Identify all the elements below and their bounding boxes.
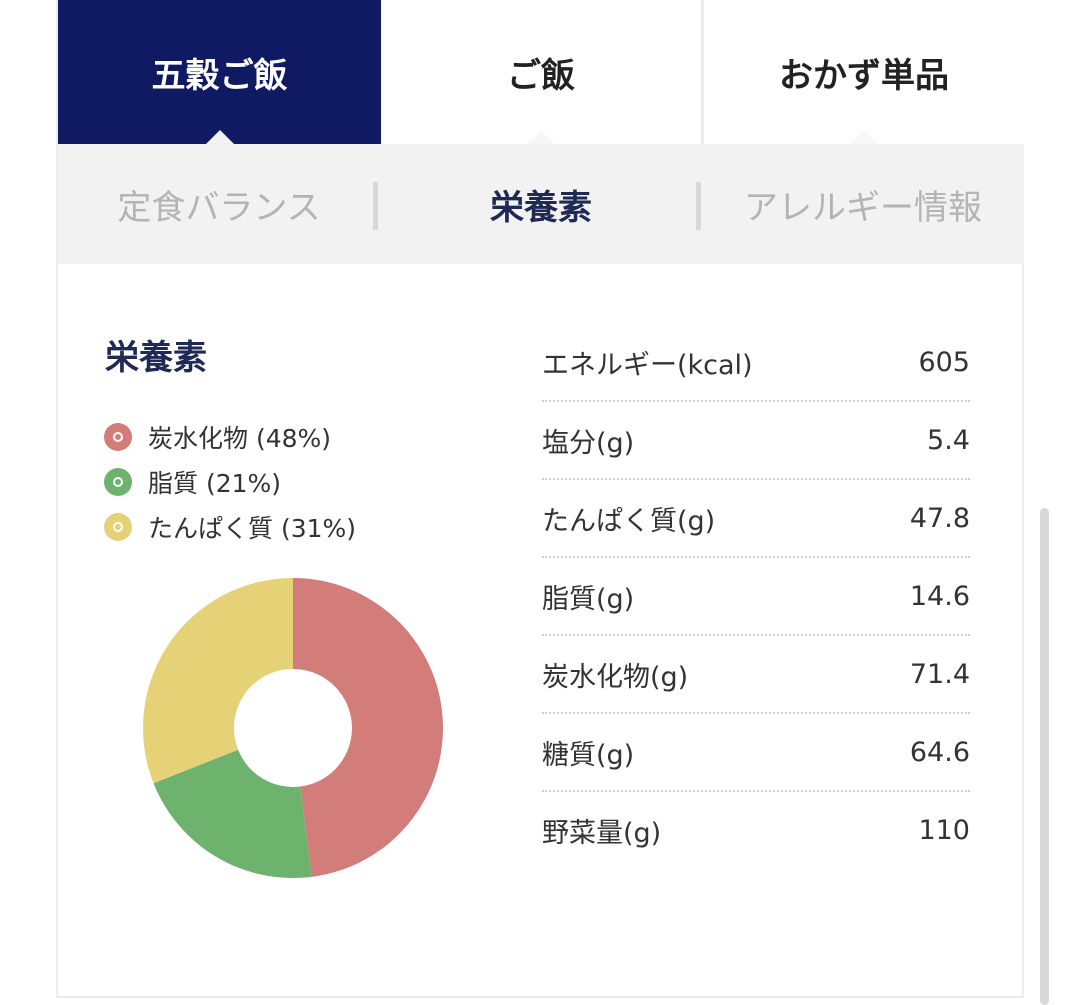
nutrient-value: 14.6	[909, 580, 970, 612]
legend-item-fat: 脂質 (21%)	[104, 459, 356, 504]
caret	[527, 130, 555, 144]
tab-label: ご飯	[507, 55, 575, 96]
nutrient-label: たんぱく質(g)	[542, 505, 716, 537]
scrollbar[interactable]	[1040, 508, 1049, 1005]
legend-item-carbs: 炭水化物 (48%)	[104, 414, 356, 459]
legend-dot-icon	[104, 422, 132, 451]
nutrient-value: 64.6	[909, 736, 970, 768]
nutrient-label: 糖質(g)	[542, 739, 635, 771]
subtab-allergy[interactable]: アレルギー情報	[744, 187, 982, 228]
nutrient-label: 脂質(g)	[542, 583, 635, 615]
info-subtabs: 定食バランス 栄養素 アレルギー情報	[58, 144, 1024, 264]
nutrient-value: 5.4	[927, 424, 970, 456]
section-title: 栄養素	[105, 338, 207, 378]
legend-label: 炭水化物 (48%)	[148, 423, 332, 453]
nutrient-donut-chart	[142, 578, 444, 878]
subtab-divider	[373, 182, 378, 230]
nutrient-value: 605	[918, 346, 970, 378]
tab-label: 五穀ご飯	[151, 55, 288, 96]
legend-item-protein: たんぱく質 (31%)	[104, 504, 356, 549]
legend-dot-icon	[104, 512, 132, 541]
donut-slice-炭水化物	[293, 578, 444, 877]
donut-slice-脂質	[153, 749, 312, 878]
tab-gohan[interactable]: ご飯	[381, 0, 704, 144]
nutrient-label: エネルギー(kcal)	[542, 349, 753, 381]
legend-label: 脂質 (21%)	[148, 468, 282, 498]
dish-tabs: 五穀ご飯 ご飯 おかず単品	[58, 0, 1024, 144]
tab-gokoku-gohan[interactable]: 五穀ご飯	[58, 0, 381, 144]
nutrient-label: 塩分(g)	[542, 427, 635, 459]
nutrient-value: 110	[918, 814, 970, 846]
legend-dot-icon	[104, 467, 132, 496]
nutrient-row: 脂質(g) 14.6	[542, 558, 970, 636]
nutrient-row: 糖質(g) 64.6	[542, 714, 970, 792]
subtab-balance[interactable]: 定食バランス	[117, 187, 321, 228]
legend-label: たんぱく質 (31%)	[148, 513, 357, 543]
nutrient-label: 野菜量(g)	[542, 817, 662, 849]
subtab-divider	[696, 182, 701, 230]
nutrient-row: エネルギー(kcal) 605	[542, 324, 970, 402]
nutrient-label: 炭水化物(g)	[542, 661, 689, 693]
caret	[850, 130, 878, 144]
active-caret	[205, 130, 234, 144]
nutrient-table: エネルギー(kcal) 605 塩分(g) 5.4 たんぱく質(g) 47.8 脂質(g) 1…	[542, 324, 970, 868]
nutrient-row: 野菜量(g) 110	[542, 792, 970, 868]
donut-slice-たんぱく質	[142, 578, 293, 784]
nutrient-value: 71.4	[909, 658, 970, 690]
tab-okazu[interactable]: おかず単品	[704, 0, 1024, 144]
nutrient-row: 塩分(g) 5.4	[542, 402, 970, 480]
nutrient-value: 47.8	[909, 502, 970, 534]
subtab-nutrients[interactable]: 栄養素	[490, 187, 592, 228]
nutrient-row: 炭水化物(g) 71.4	[542, 636, 970, 714]
nutrition-card: 五穀ご飯 ご飯 おかず単品 定食バランス 栄養素 アレルギー情報 栄養素 炭水化…	[56, 0, 1024, 998]
tab-label: おかず単品	[779, 55, 949, 96]
nutrient-row: たんぱく質(g) 47.8	[542, 480, 970, 558]
chart-legend: 炭水化物 (48%) 脂質 (21%) たんぱく質 (31%)	[104, 414, 356, 549]
